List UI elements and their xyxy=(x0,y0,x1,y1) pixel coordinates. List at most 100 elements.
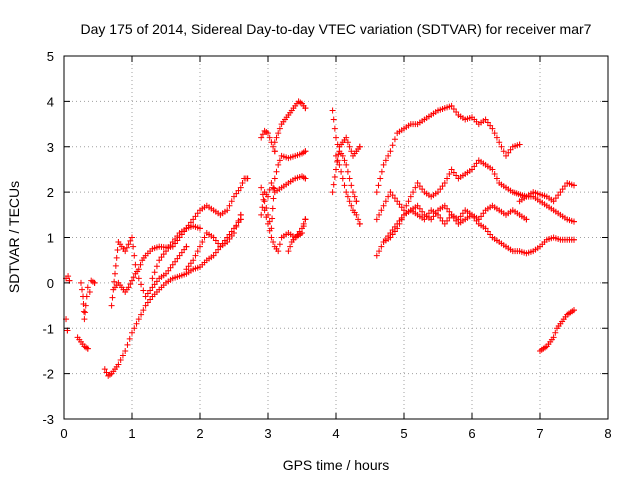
data-point xyxy=(414,180,421,187)
y-tick-label: 2 xyxy=(47,185,54,200)
data-point xyxy=(153,278,160,285)
data-point xyxy=(268,180,275,187)
data-point xyxy=(142,302,149,309)
x-tick-labels: 0 1 2 3 4 5 6 7 8 xyxy=(60,426,611,441)
data-point xyxy=(348,202,355,209)
data-point xyxy=(469,166,475,173)
data-point xyxy=(491,170,498,177)
data-point xyxy=(86,288,93,295)
data-point xyxy=(233,190,240,197)
data-point xyxy=(276,125,283,132)
data-point xyxy=(127,281,134,288)
data-point xyxy=(269,205,276,212)
data-point xyxy=(329,107,336,114)
data-point xyxy=(269,215,276,222)
data-point xyxy=(571,218,577,225)
data-point xyxy=(114,246,121,253)
data-point xyxy=(147,296,154,303)
data-point xyxy=(333,152,339,159)
data-point xyxy=(133,320,140,327)
x-tick-label: 7 xyxy=(536,426,543,441)
data-point xyxy=(194,210,201,217)
data-point xyxy=(394,225,401,232)
data-point xyxy=(275,130,282,137)
chart-title: Day 175 of 2014, Sidereal Day-to-day VTE… xyxy=(81,21,592,37)
data-point xyxy=(226,236,233,243)
data-point xyxy=(144,290,151,297)
data-point xyxy=(389,231,396,238)
data-point xyxy=(351,193,358,200)
data-point xyxy=(265,130,271,137)
data-point xyxy=(373,216,380,223)
data-point xyxy=(387,148,394,155)
data-point xyxy=(391,136,398,143)
data-point xyxy=(194,248,201,255)
data-point xyxy=(140,287,147,294)
data-point xyxy=(115,361,122,368)
data-point xyxy=(473,160,480,167)
data-point xyxy=(275,161,282,168)
data-point xyxy=(266,227,273,234)
data-point xyxy=(124,341,131,348)
data-point xyxy=(343,161,350,168)
data-point xyxy=(557,189,564,196)
data-point xyxy=(163,270,169,277)
y-tick-label: 5 xyxy=(47,49,54,64)
data-point xyxy=(387,189,394,196)
series-track-w xyxy=(516,180,577,205)
data-point xyxy=(552,195,559,202)
data-point xyxy=(270,143,277,150)
data-point xyxy=(149,284,156,291)
data-point xyxy=(82,302,89,309)
data-point xyxy=(172,258,179,265)
data-point xyxy=(302,148,309,155)
data-point xyxy=(555,192,562,199)
data-point xyxy=(122,347,129,354)
series-track-j xyxy=(258,127,278,155)
data-point xyxy=(266,134,273,141)
data-point xyxy=(410,189,417,196)
data-point xyxy=(271,139,278,146)
data-point xyxy=(473,217,480,224)
data-point xyxy=(385,152,392,159)
data-point xyxy=(432,210,439,217)
data-point xyxy=(142,293,149,300)
data-point xyxy=(270,239,277,246)
data-point xyxy=(334,157,341,164)
data-point xyxy=(489,125,496,132)
data-point xyxy=(550,334,557,341)
data-point xyxy=(147,287,154,294)
data-point xyxy=(174,232,181,239)
data-point xyxy=(132,261,139,268)
series-track-x xyxy=(537,307,577,354)
data-point xyxy=(174,255,181,262)
data-point xyxy=(346,175,353,182)
data-point xyxy=(343,134,350,141)
data-point xyxy=(167,242,174,249)
data-point xyxy=(167,264,174,271)
series-track-t xyxy=(373,157,577,225)
series-track-h xyxy=(149,175,251,282)
data-point xyxy=(265,220,271,227)
data-point xyxy=(65,273,72,280)
data-point xyxy=(391,228,398,235)
data-point xyxy=(112,270,118,277)
data-point xyxy=(333,166,339,173)
data-point xyxy=(212,237,219,244)
data-point xyxy=(258,134,265,141)
data-point xyxy=(378,243,385,250)
data-point xyxy=(84,345,91,352)
series-track-m xyxy=(258,173,309,218)
data-point xyxy=(405,198,412,205)
y-tick-label: -2 xyxy=(42,367,54,382)
y-tick-label: 4 xyxy=(47,94,54,109)
data-point xyxy=(396,220,403,227)
data-point xyxy=(516,141,523,148)
data-point xyxy=(343,189,350,196)
data-point xyxy=(398,204,405,211)
data-point xyxy=(382,198,389,205)
data-point xyxy=(178,249,185,256)
data-point xyxy=(339,175,346,182)
data-point xyxy=(448,102,455,109)
data-point xyxy=(302,105,309,112)
